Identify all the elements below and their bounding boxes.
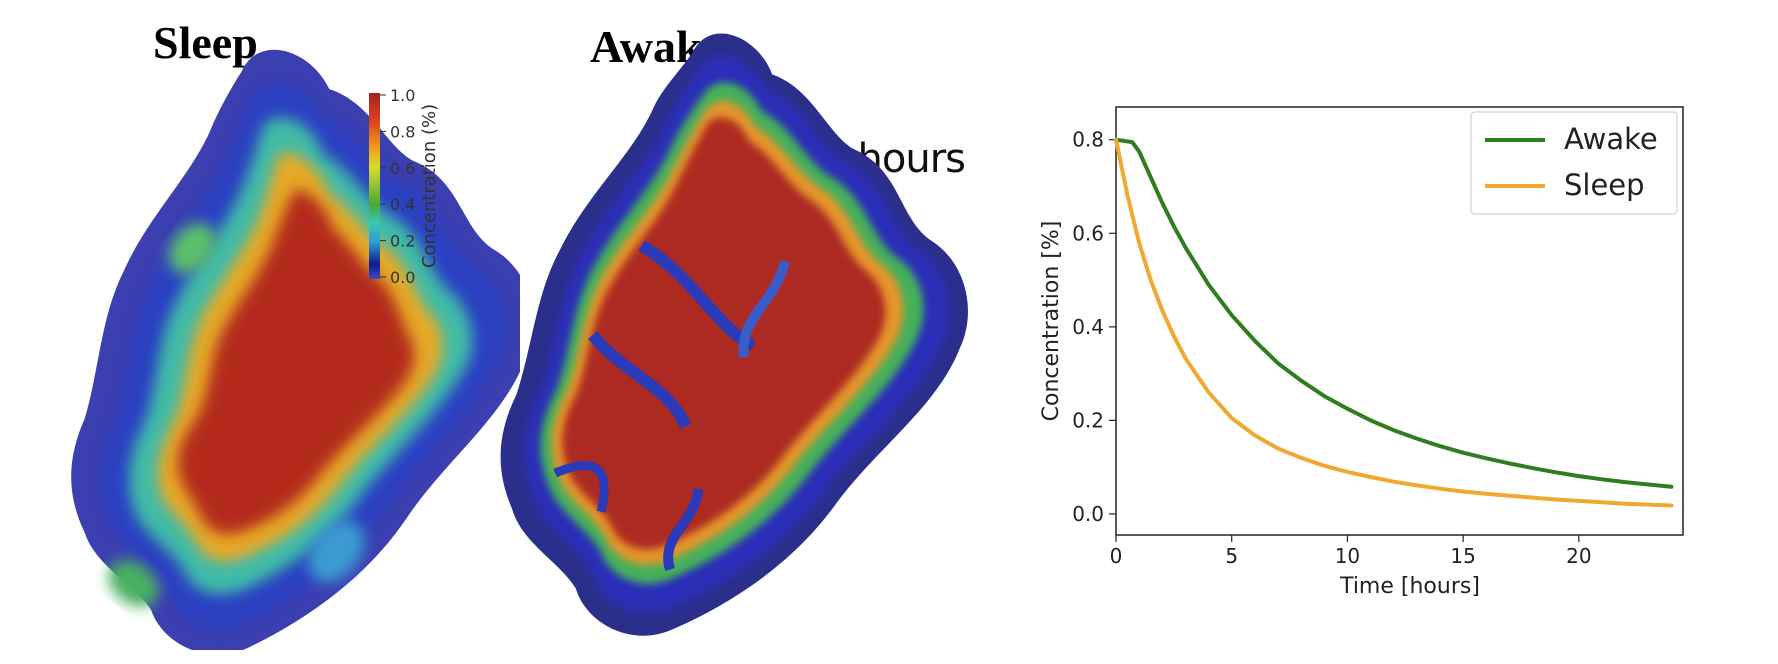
legend: Awake Sleep xyxy=(1470,111,1678,215)
x-axis-label: Time [hours] xyxy=(1339,574,1480,599)
colorbar-tick-label: 0.6 xyxy=(390,159,415,178)
x-tick-label: 5 xyxy=(1225,544,1238,568)
x-tick-label: 10 xyxy=(1335,544,1360,568)
sleep-panel-title: Sleep xyxy=(153,17,258,68)
series-lines xyxy=(1114,137,1674,508)
y-tick-label: 0.6 xyxy=(1072,221,1104,245)
y-tick-label: 0.4 xyxy=(1072,315,1104,339)
x-tick-label: 20 xyxy=(1566,544,1591,568)
colorbar-title: Concentration (%) xyxy=(419,104,440,268)
colorbar-tick-label: 1.0 xyxy=(390,86,415,105)
legend-label-awake: Awake xyxy=(1564,122,1658,156)
y-tick-label: 0.0 xyxy=(1072,502,1104,526)
x-tick-label: 0 xyxy=(1110,544,1123,568)
series-line-awake xyxy=(1114,137,1674,489)
legend-box xyxy=(1470,111,1678,215)
plot-frame xyxy=(1115,106,1684,536)
y-axis-label: Concentration [%] xyxy=(1039,221,1064,422)
colorbar-tick-label: 0.4 xyxy=(390,195,415,214)
colorbar-gradient xyxy=(369,93,380,279)
colorbar: 1.0 0.8 0.6 0.4 0.2 0.0 Concentration (%) xyxy=(369,86,440,287)
y-axis-ticks: 0.0 0.2 0.4 0.6 0.8 xyxy=(1072,128,1116,526)
colorbar-ticks: 1.0 0.8 0.6 0.4 0.2 0.0 xyxy=(380,86,415,287)
awake-brain-heatmap xyxy=(500,33,968,636)
awake-brain-slice xyxy=(500,33,968,636)
x-axis-ticks: 0 5 10 15 20 xyxy=(1110,535,1592,568)
colorbar-tick-label: 0.0 xyxy=(390,268,415,287)
x-tick-label: 15 xyxy=(1450,544,1475,568)
colorbar-tick-label: 0.2 xyxy=(390,232,415,251)
legend-label-sleep: Sleep xyxy=(1564,168,1645,202)
series-line-sleep xyxy=(1114,137,1674,508)
y-tick-label: 0.8 xyxy=(1072,128,1104,152)
concentration-line-chart: 0.0 0.2 0.4 0.6 0.8 0 5 10 15 20 Concentration [… xyxy=(1039,106,1684,599)
colorbar-tick-label: 0.8 xyxy=(390,122,415,141)
y-tick-label: 0.2 xyxy=(1072,408,1104,432)
